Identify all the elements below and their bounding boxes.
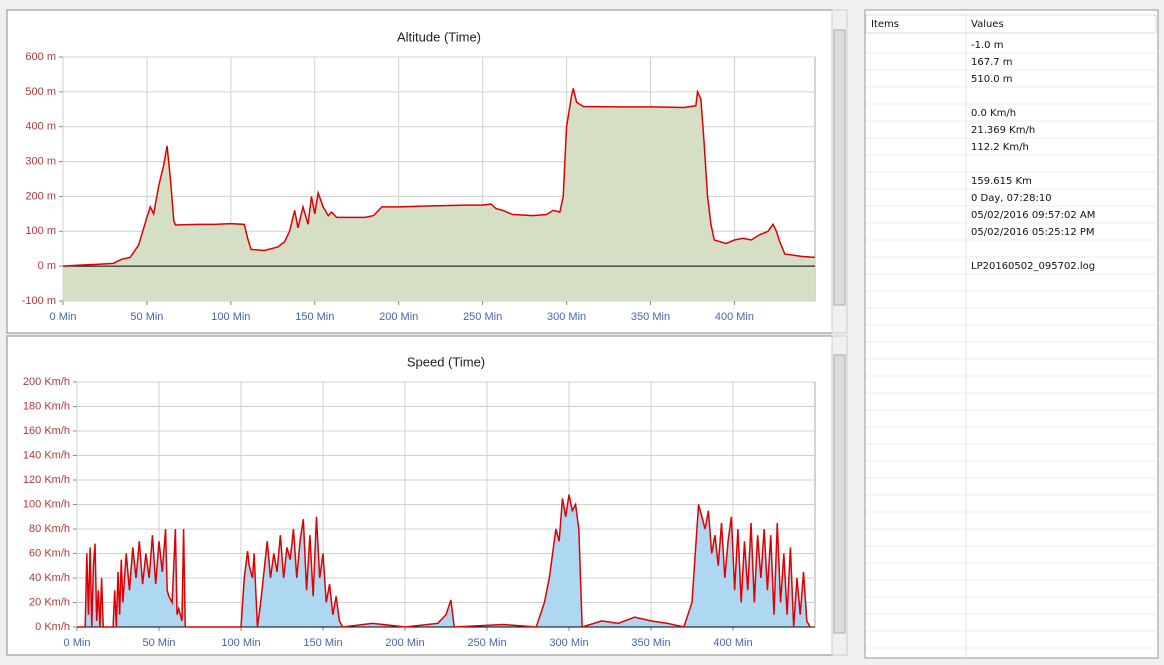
- x-tick-label: 300 Min: [547, 311, 586, 323]
- x-tick-label: 50 Min: [130, 311, 163, 323]
- y-tick-label: 200 Km/h: [23, 376, 70, 388]
- table-header: [865, 14, 1157, 34]
- area-fill: [77, 494, 811, 627]
- chart-title: Altitude (Time): [397, 29, 481, 44]
- y-tick-label: 60 Km/h: [29, 547, 70, 559]
- line: [62, 88, 816, 267]
- x-tick-label: 50 Min: [142, 637, 175, 649]
- cell-value: LP20160502_095702.log: [971, 261, 1095, 272]
- x-tick-label: 300 Min: [549, 637, 588, 649]
- y-tick-label: 400 m: [25, 121, 56, 133]
- y-tick-label: 500 m: [25, 86, 56, 98]
- cell-value: 167.7 m: [971, 57, 1013, 68]
- y-tick-label: 0 m: [38, 260, 56, 272]
- line: [77, 494, 811, 629]
- x-tick-label: 0 Min: [50, 311, 77, 323]
- x-tick-label: 250 Min: [467, 637, 506, 649]
- y-tick-label: 300 m: [25, 155, 56, 167]
- y-tick-label: 0 Km/h: [35, 621, 70, 633]
- cell-value: 0 Day, 07:28:10: [971, 193, 1052, 204]
- y-tick-label: 40 Km/h: [29, 572, 70, 584]
- cell-value: 21.369 Km/h: [971, 125, 1035, 136]
- scroll-thumb[interactable]: [833, 29, 846, 306]
- x-tick-label: 150 Min: [303, 637, 342, 649]
- cell-value: 05/02/2016 09:57:02 AM: [971, 210, 1095, 221]
- x-tick-label: 0 Min: [64, 637, 91, 649]
- x-tick-label: 150 Min: [295, 311, 334, 323]
- y-tick-label: 100 m: [25, 225, 56, 237]
- x-tick-label: 200 Min: [379, 311, 418, 323]
- table: Items Values -1.0 m 167.7 m 510.0 m 0.0 Km/…: [864, 9, 1159, 659]
- y-tick-label: 180 Km/h: [23, 400, 70, 412]
- y-tick-label: 140 Km/h: [23, 449, 70, 461]
- cell-value: 05/02/2016 05:25:12 PM: [971, 227, 1095, 238]
- x-tick-label: 200 Min: [385, 637, 424, 649]
- y-tick-label: 160 Km/h: [23, 425, 70, 437]
- y-tick-label: 80 Km/h: [29, 523, 70, 535]
- y-tick-label: -100 m: [22, 295, 56, 307]
- scroll-thumb[interactable]: [833, 354, 846, 634]
- cell-value: 159.615 Km: [971, 176, 1032, 187]
- cell-value: 112.2 Km/h: [971, 142, 1029, 153]
- y-tick-label: 100 Km/h: [23, 498, 70, 510]
- chart-title: Speed (Time): [407, 354, 485, 369]
- x-tick-label: 350 Min: [631, 311, 670, 323]
- y-tick-label: 200 m: [25, 190, 56, 202]
- x-tick-label: 400 Min: [715, 311, 754, 323]
- x-tick-label: 250 Min: [463, 311, 502, 323]
- x-tick-label: 100 Min: [221, 637, 260, 649]
- column-header: Items: [871, 19, 899, 30]
- x-tick-label: 350 Min: [631, 637, 670, 649]
- cell-value: 510.0 m: [971, 74, 1013, 85]
- area-fill: [63, 88, 815, 301]
- y-tick-label: 600 m: [25, 51, 56, 63]
- column-header: Values: [971, 19, 1004, 30]
- cell-value: -1.0 m: [971, 40, 1003, 51]
- y-tick-label: 120 Km/h: [23, 474, 70, 486]
- table-frame: [864, 9, 1159, 659]
- x-tick-label: 400 Min: [713, 637, 752, 649]
- y-tick-label: 20 Km/h: [29, 596, 70, 608]
- cell-value: 0.0 Km/h: [971, 108, 1016, 119]
- x-tick-label: 100 Min: [211, 311, 250, 323]
